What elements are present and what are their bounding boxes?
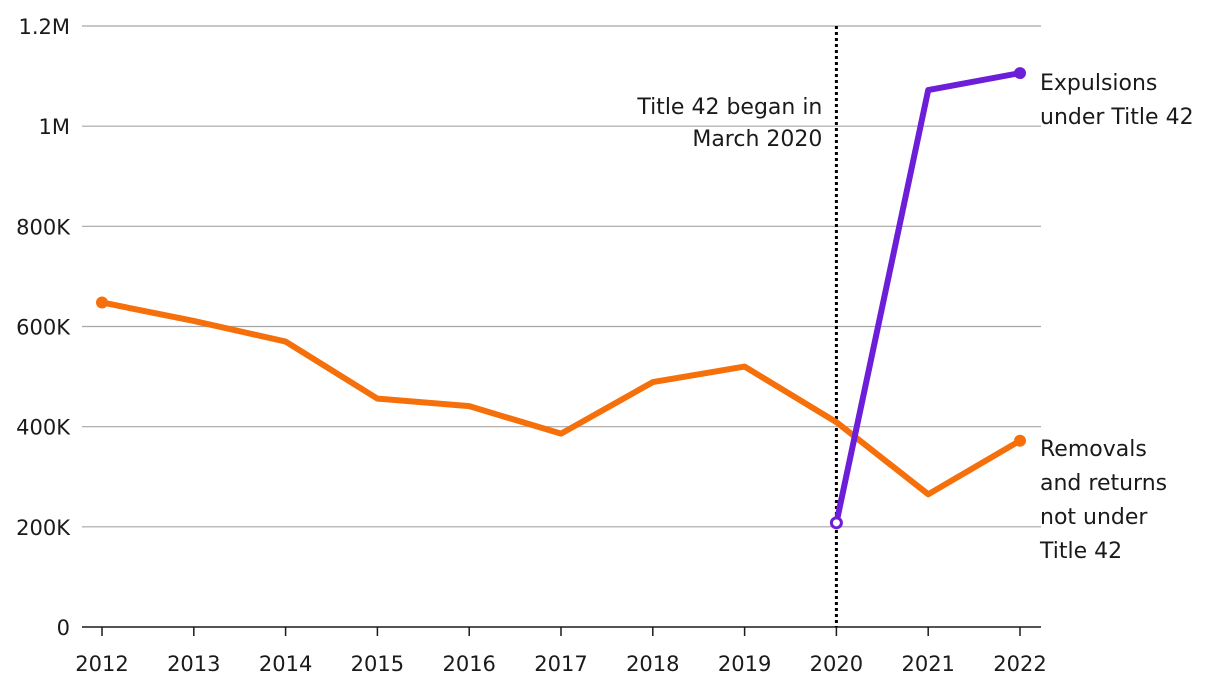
series-point-end: [1014, 67, 1026, 80]
y-tick-label: 0: [57, 616, 70, 640]
series: [96, 67, 1026, 530]
x-tick-label: 2014: [259, 652, 312, 676]
series-line-1: [833, 70, 1023, 526]
series-label: Expulsions: [1040, 71, 1157, 96]
series-label: not under: [1040, 505, 1148, 530]
annotation-text: March 2020: [692, 127, 822, 152]
x-tick-label: 2018: [626, 652, 679, 676]
x-tick-label: 2013: [167, 652, 220, 676]
y-tick-label: 1M: [39, 115, 70, 139]
y-tick-label: 600K: [16, 316, 71, 340]
annotation: Title 42 began in March 2020: [636, 26, 838, 627]
y-axis: 0 200K 400K 600K 800K 1M 1.2M: [16, 15, 71, 640]
series-point-start: [829, 516, 843, 530]
series-point-end: [1014, 434, 1026, 447]
series-point-start: [96, 296, 108, 309]
x-tick-label: 2015: [351, 652, 404, 676]
y-tick-label: 1.2M: [18, 15, 70, 39]
series-line-0: [99, 299, 1023, 498]
x-tick-label: 2019: [718, 652, 771, 676]
series-labels: Removals and returns not under Title 42 Expu…: [1039, 71, 1194, 564]
x-tick-label: 2021: [901, 652, 954, 676]
x-axis: 2012 2013 2014 2015 2016 2017 2018 2019 2020 2021…: [75, 626, 1047, 676]
x-tick-label: 2012: [75, 652, 128, 676]
y-tick-label: 800K: [16, 215, 71, 239]
x-tick-label: 2020: [810, 652, 863, 676]
x-tick-label: 2016: [442, 652, 495, 676]
series-label: Removals: [1040, 437, 1147, 462]
y-tick-label: 200K: [16, 516, 71, 540]
series-label: under Title 42: [1040, 105, 1194, 130]
y-tick-label: 400K: [16, 416, 71, 440]
series-label: Title 42: [1039, 539, 1122, 564]
x-tick-label: 2022: [993, 652, 1046, 676]
x-tick-label: 2017: [534, 652, 587, 676]
gridlines: [82, 25, 1041, 528]
annotation-text: Title 42 began in: [636, 95, 822, 120]
series-label: and returns: [1040, 471, 1167, 496]
